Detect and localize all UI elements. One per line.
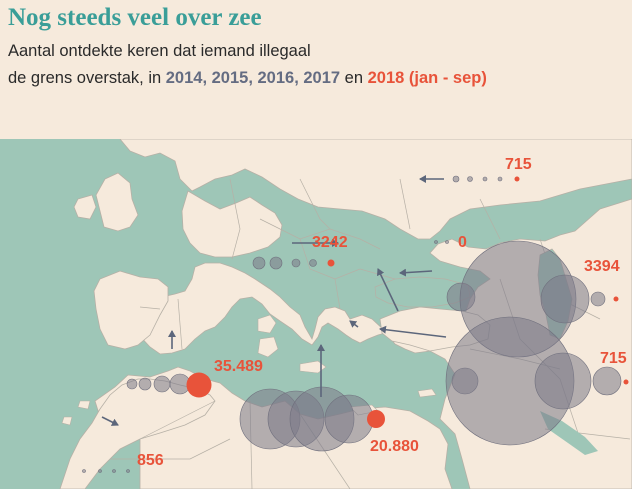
bubble-east-border-2017 — [497, 176, 503, 182]
bubble-blacksea-2014 — [434, 240, 438, 244]
label-cmed: 20.880 — [370, 438, 419, 455]
subtitle: Aantal ontdekte keren dat iemand illegaa… — [8, 38, 628, 92]
subtitle-line1: Aantal ontdekte keren dat iemand illegaa… — [8, 42, 311, 60]
arrow-wafrica — [101, 416, 119, 426]
subtitle-conj: en — [340, 69, 368, 87]
label-wafrica: 856 — [137, 452, 164, 469]
label-emed: 715 — [600, 350, 627, 367]
map-title: Nog steeds veel over zee — [8, 4, 262, 31]
bubble-wbalkan-2014 — [252, 256, 266, 270]
label-eastland: 3394 — [584, 258, 620, 275]
bubble-wbalkan-2016 — [291, 258, 301, 268]
bubble-east-border-2016 — [482, 176, 488, 182]
bubble-wbalkan-2017 — [309, 259, 317, 267]
bubble-east-border-2015 — [467, 176, 473, 182]
bubble-blacksea-2015 — [445, 240, 449, 244]
subtitle-line2: de grens overstak, in 2014, 2015, 2016, … — [8, 65, 628, 92]
bubble-cmed-2018 — [367, 410, 385, 428]
arrow-to-aegean — [349, 320, 359, 328]
bubble-wmed-2018 — [186, 372, 212, 398]
bubble-wafrica-2017 — [126, 469, 130, 473]
arrows — [101, 175, 447, 426]
arrow-blacksea — [399, 268, 433, 277]
bubble-wafrica-2015 — [98, 469, 102, 473]
bubble-eastland-2017 — [590, 291, 606, 307]
label-east-border: 715 — [505, 156, 532, 173]
bubble-eastland-2016 — [540, 274, 590, 324]
bubbles-2018 — [186, 176, 629, 428]
label-blacksea: 0 — [458, 234, 467, 251]
bubble-emed-2016 — [534, 352, 592, 410]
label-wmed: 35.489 — [214, 358, 263, 375]
bubble-wmed-2014 — [126, 378, 138, 390]
bubble-east-border-2014 — [452, 175, 460, 183]
migration-map: 715 3242 0 3394 35.489 20.880 715 856 — [0, 139, 632, 489]
header: Nog steeds veel over zee Aantal ontdekte… — [8, 2, 628, 92]
bubble-wafrica-2016 — [112, 469, 116, 473]
arrow-to-greece — [379, 325, 447, 338]
bubble-wbalkan-2015 — [269, 256, 283, 270]
bubble-wbalkan-2018 — [327, 259, 335, 267]
bubble-wmed-2015 — [138, 377, 152, 391]
label-wbalkan: 3242 — [312, 234, 348, 251]
bubble-eastland-2018 — [613, 296, 619, 302]
bubble-east-border-2018 — [514, 176, 520, 182]
subtitle-line2-start: de grens overstak, in — [8, 69, 166, 87]
bubble-cmed-2017 — [324, 394, 374, 444]
bubble-wafrica-2014 — [82, 469, 86, 473]
years-grey: 2014, 2015, 2016, 2017 — [165, 69, 341, 87]
bubble-wmed-2016 — [153, 375, 171, 393]
arrow-black-to-turkey — [376, 268, 399, 312]
year-2018-period: (jan - sep) — [404, 69, 487, 87]
bubbles-grey — [82, 175, 622, 473]
bubble-emed-2018 — [623, 379, 629, 385]
year-2018: 2018 — [367, 69, 405, 87]
bubble-emed-2017 — [592, 366, 622, 396]
